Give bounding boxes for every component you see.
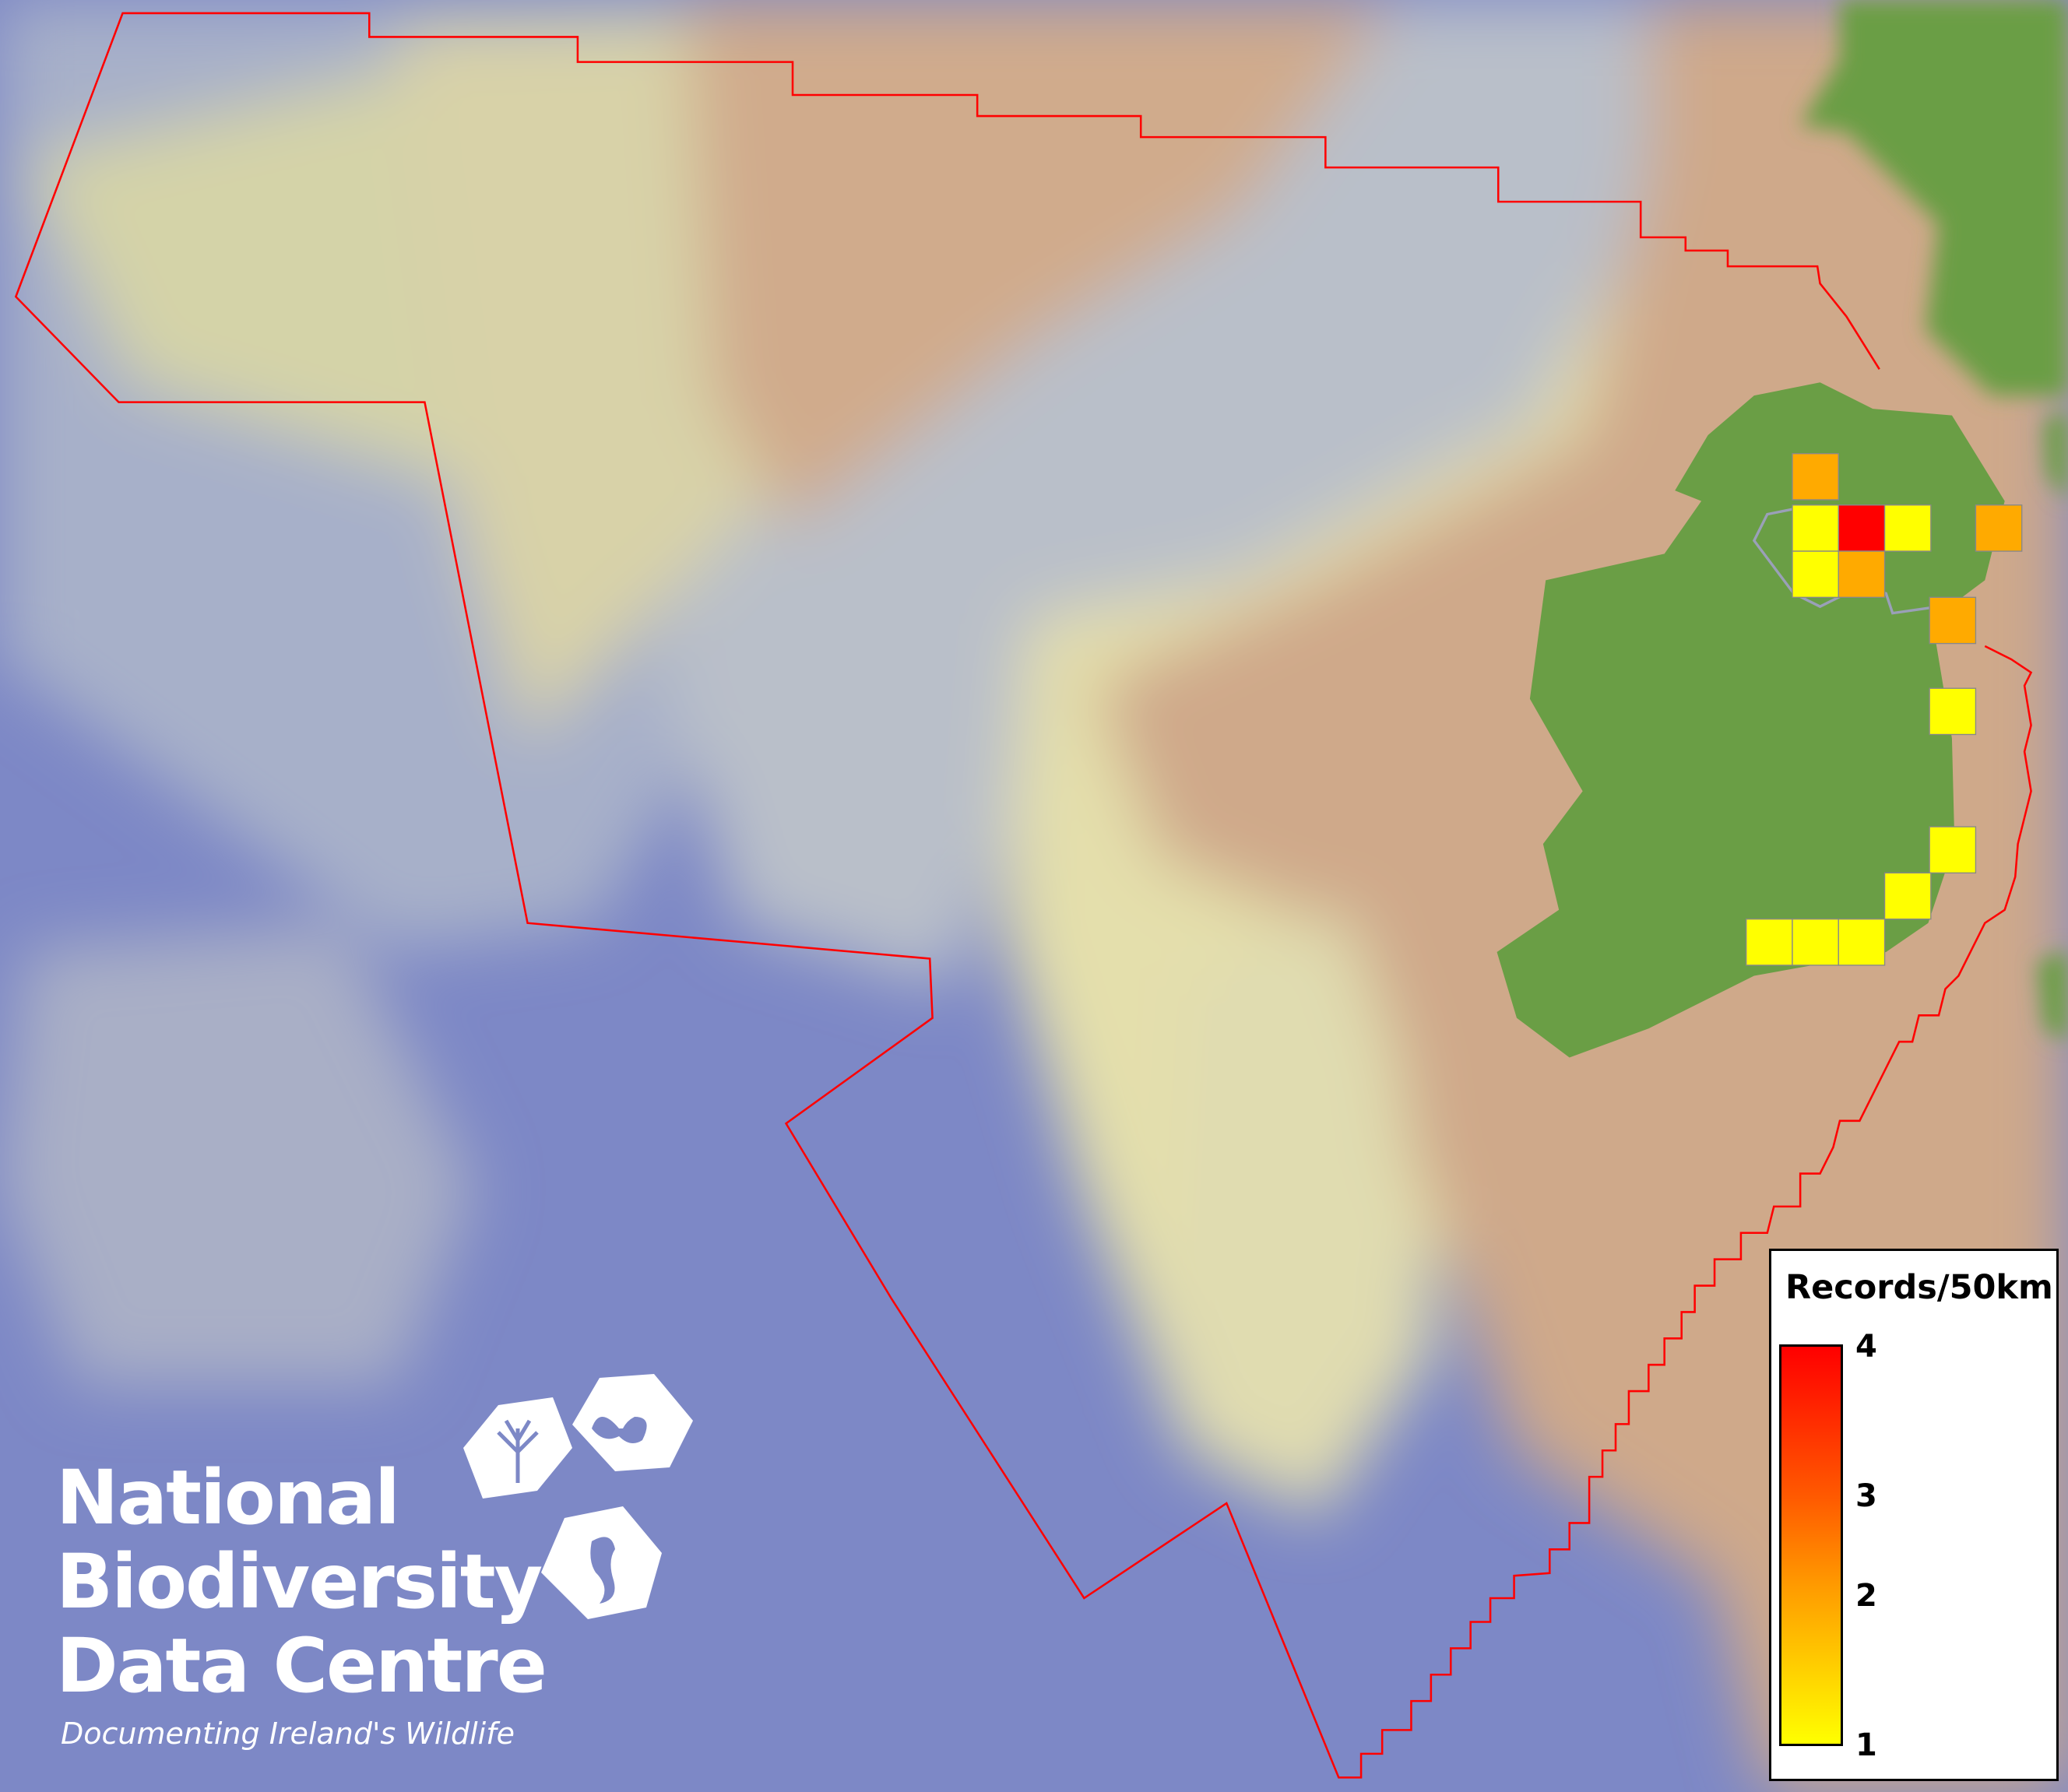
- seahorse-icon: [590, 1537, 615, 1604]
- record-cell[interactable]: [1883, 872, 1932, 920]
- record-cell[interactable]: [1929, 687, 1977, 736]
- logo-line-national: National: [56, 1454, 400, 1541]
- record-cell[interactable]: [1975, 504, 2023, 552]
- record-cell[interactable]: [1883, 504, 1932, 552]
- shelf-top: [685, 0, 1398, 528]
- scotland-landmass: [1800, 0, 2068, 1042]
- legend-title: Records/50km: [1785, 1268, 2053, 1307]
- legend-tick-2: 2: [1855, 1578, 1877, 1614]
- logo-line-biodiversity: Biodiversity: [56, 1538, 543, 1625]
- record-cell[interactable]: [1792, 550, 1839, 599]
- seamount-area: [0, 922, 475, 1385]
- goban-spur: [1160, 909, 1438, 1516]
- records-grid: [1746, 453, 2023, 966]
- legend-color-ramp: [1779, 1344, 1843, 1746]
- record-cell[interactable]: [1792, 918, 1839, 966]
- legend-tick-3: 3: [1855, 1478, 1877, 1514]
- eez-boundary: [14, 12, 2033, 1779]
- legend: Records/50km 4 3 2 1: [1769, 1249, 2059, 1781]
- record-cell[interactable]: [1746, 918, 1793, 966]
- record-cell[interactable]: [1792, 453, 1839, 501]
- nbdc-logo-hexagons: [463, 1374, 693, 1619]
- border-northern-ireland: [1752, 506, 1940, 615]
- record-cell[interactable]: [1838, 918, 1886, 966]
- legend-tick-1: 1: [1855, 1727, 1877, 1763]
- record-cell[interactable]: [1929, 596, 1977, 645]
- legend-tick-4: 4: [1855, 1329, 1877, 1365]
- logo-line-data-centre: Data Centre: [56, 1622, 547, 1709]
- record-cell[interactable]: [1838, 550, 1886, 599]
- record-cell[interactable]: [1792, 504, 1839, 552]
- logo-tagline: Documenting Ireland's Wildlife: [61, 1716, 515, 1751]
- butterfly-icon: [592, 1417, 647, 1443]
- record-cell[interactable]: [1838, 504, 1886, 552]
- record-cell[interactable]: [1929, 826, 1977, 874]
